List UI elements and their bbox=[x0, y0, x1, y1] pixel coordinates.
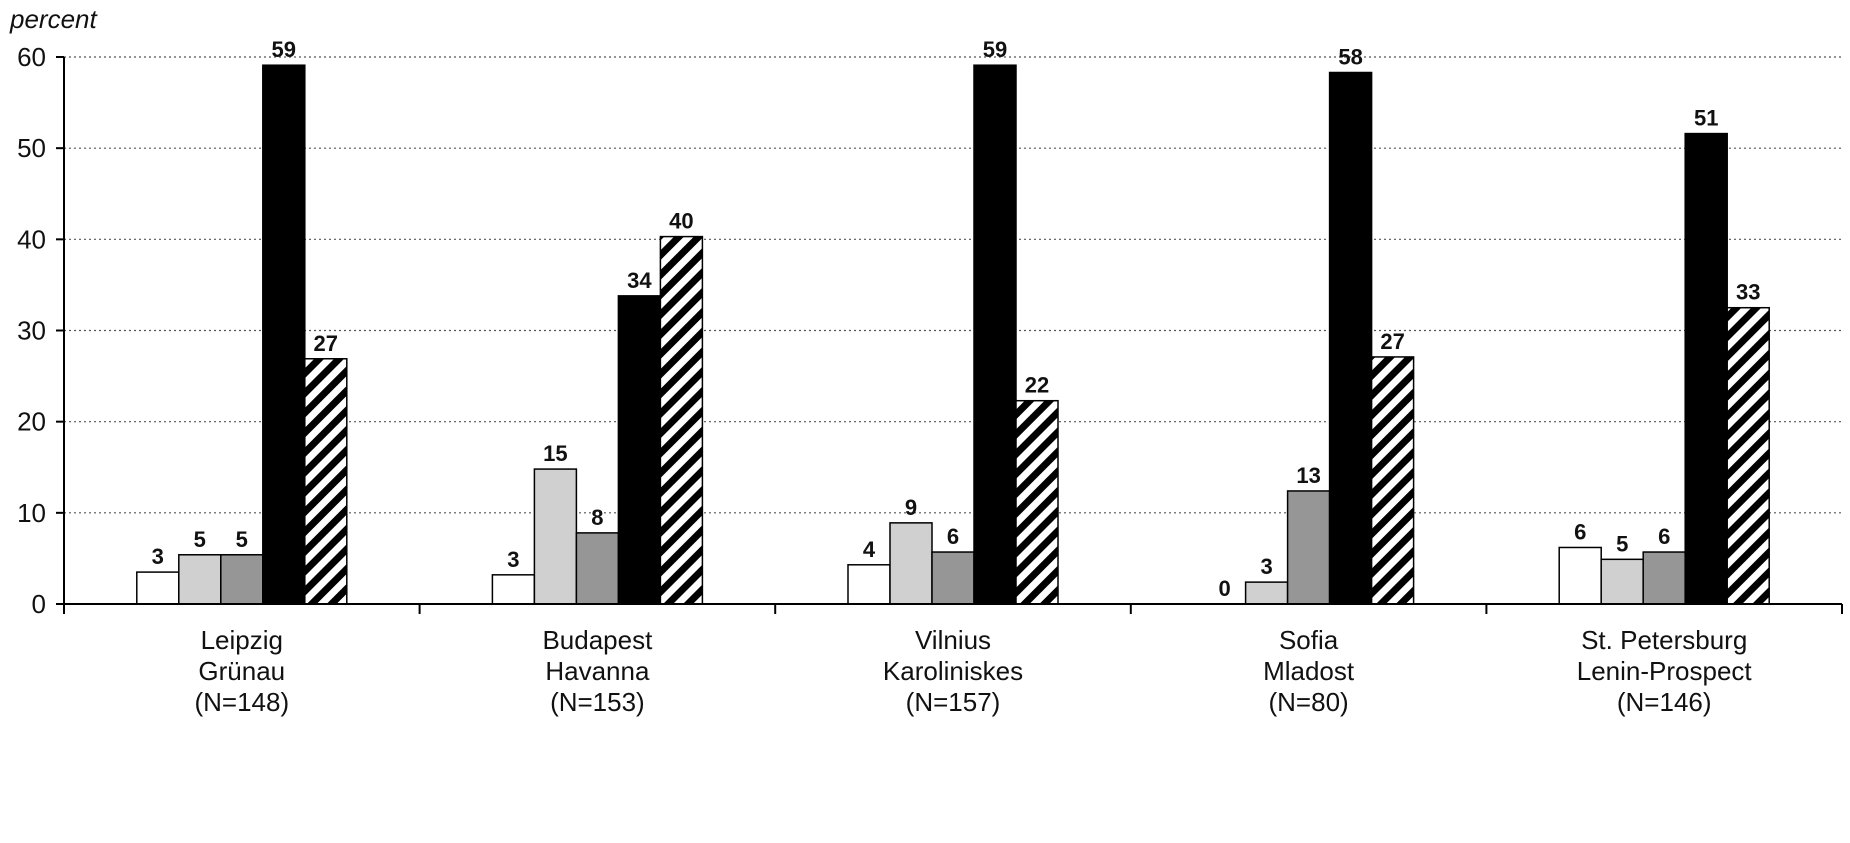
bar-value-label: 40 bbox=[669, 209, 693, 234]
category-label-line: Lenin-Prospect bbox=[1577, 656, 1753, 686]
bar bbox=[220, 554, 264, 605]
bar bbox=[1726, 306, 1770, 605]
category-label-line: Leipzig bbox=[201, 625, 283, 655]
category-labels: LeipzigGrünau(N=148)BudapestHavanna(N=15… bbox=[194, 625, 1752, 717]
y-tick-label: 60 bbox=[17, 42, 46, 72]
y-tick-label: 0 bbox=[32, 589, 46, 619]
bar-value-label: 22 bbox=[1025, 373, 1049, 398]
bar bbox=[617, 295, 662, 605]
y-tick-label: 30 bbox=[17, 316, 46, 346]
bar bbox=[1558, 546, 1602, 605]
bar-value-label: 27 bbox=[314, 331, 338, 356]
category-label-line: Budapest bbox=[542, 625, 653, 655]
y-tick-label: 20 bbox=[17, 407, 46, 437]
category-label-line: Havanna bbox=[545, 656, 650, 686]
bar bbox=[1370, 356, 1415, 605]
bar-value-label: 5 bbox=[194, 527, 206, 552]
bar bbox=[1244, 581, 1289, 605]
bar-value-label: 5 bbox=[236, 527, 248, 552]
bar-value-label: 59 bbox=[272, 37, 296, 62]
category-label-line: (N=157) bbox=[906, 687, 1001, 717]
y-tick-label: 10 bbox=[17, 498, 46, 528]
bar-value-label: 3 bbox=[1260, 554, 1272, 579]
bar-value-label: 15 bbox=[543, 441, 567, 466]
bar-value-label: 27 bbox=[1380, 329, 1404, 354]
bar bbox=[1328, 71, 1373, 605]
bar bbox=[304, 358, 348, 605]
bar-value-label: 4 bbox=[863, 537, 876, 562]
bar bbox=[262, 64, 306, 605]
bar bbox=[659, 235, 704, 605]
bar-value-label: 13 bbox=[1296, 463, 1320, 488]
bar bbox=[847, 564, 891, 605]
bar-value-label: 6 bbox=[1658, 524, 1670, 549]
category-label-line: (N=148) bbox=[194, 687, 289, 717]
bar bbox=[178, 554, 222, 605]
bar-value-label: 9 bbox=[905, 495, 917, 520]
bar bbox=[973, 64, 1017, 605]
category-label-line: Grünau bbox=[198, 656, 285, 686]
bar-value-label: 51 bbox=[1694, 106, 1718, 131]
bar bbox=[1600, 558, 1644, 605]
bar-value-label: 3 bbox=[152, 544, 164, 569]
bar bbox=[889, 522, 933, 605]
y-tick-label: 50 bbox=[17, 133, 46, 163]
bar-value-label: 58 bbox=[1338, 44, 1362, 69]
bar bbox=[1015, 399, 1059, 605]
axes bbox=[63, 57, 1843, 614]
y-tick-label: 40 bbox=[17, 224, 46, 254]
bar-value-label: 6 bbox=[1574, 519, 1586, 544]
bar bbox=[1642, 551, 1686, 605]
y-axis-ticks: 0 10 20 30 40 50 60 bbox=[17, 42, 64, 619]
bars bbox=[136, 64, 1770, 605]
bar bbox=[575, 532, 620, 605]
category-label-line: (N=146) bbox=[1617, 687, 1712, 717]
category-label-line: St. Petersburg bbox=[1581, 625, 1747, 655]
bar-value-label: 3 bbox=[507, 547, 519, 572]
bar bbox=[136, 571, 180, 605]
category-label-line: Karoliniskes bbox=[883, 656, 1023, 686]
bar-value-label: 6 bbox=[947, 524, 959, 549]
bar bbox=[1684, 132, 1728, 605]
bar bbox=[1286, 490, 1331, 605]
gridlines bbox=[64, 56, 1842, 514]
category-label-line: Sofia bbox=[1279, 625, 1339, 655]
bar bbox=[491, 574, 536, 605]
bar-value-label: 0 bbox=[1218, 576, 1230, 601]
bar-value-label: 33 bbox=[1736, 280, 1760, 305]
bar-value-label: 34 bbox=[627, 268, 652, 293]
bar bbox=[533, 468, 578, 605]
bar bbox=[931, 551, 975, 605]
category-label-line: Mladost bbox=[1263, 656, 1355, 686]
y-axis-unit-label: percent bbox=[9, 4, 98, 34]
bar-value-label: 59 bbox=[983, 37, 1007, 62]
bar-value-label: 5 bbox=[1616, 531, 1628, 556]
category-label-line: (N=80) bbox=[1268, 687, 1348, 717]
category-label-line: Vilnius bbox=[915, 625, 991, 655]
bar-value-label: 8 bbox=[591, 505, 603, 530]
category-label-line: (N=153) bbox=[550, 687, 645, 717]
